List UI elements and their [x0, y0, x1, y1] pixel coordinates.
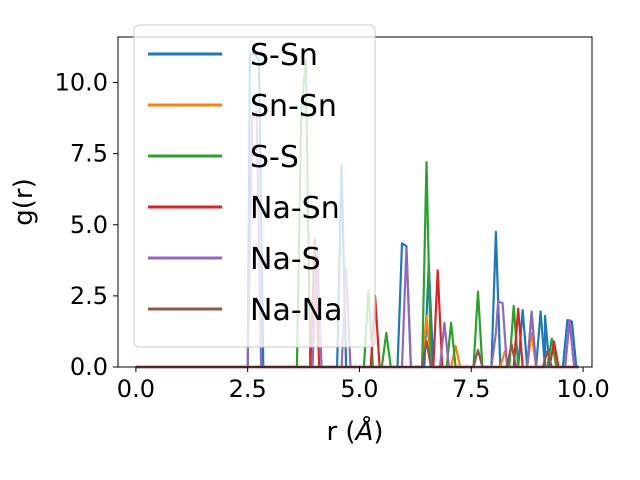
y-tick-label: 2.5 [70, 282, 108, 310]
legend-label: S-Sn [250, 38, 318, 73]
x-tick-label: 0.0 [117, 375, 155, 403]
legend-label: Na-Sn [250, 191, 340, 226]
legend-entries: S-Sn Sn-Sn S-S Na-Sn Na-S Na-Na [148, 38, 342, 328]
x-axis-ticks: 0.0 2.5 5.0 7.5 10.0 [117, 367, 610, 403]
y-tick-label: 10.0 [55, 69, 108, 97]
x-tick-label: 5.0 [340, 375, 378, 403]
y-tick-label: 5.0 [70, 211, 108, 239]
legend: S-Sn Sn-Sn S-S Na-Sn Na-S Na-Na [133, 24, 376, 348]
legend-label: Na-Na [250, 293, 342, 328]
y-tick-label: 7.5 [70, 140, 108, 168]
x-tick-label: 2.5 [229, 375, 267, 403]
x-axis-label: r (Å) [326, 415, 383, 447]
legend-label: Sn-Sn [250, 89, 337, 124]
x-tick-label: 10.0 [556, 375, 609, 403]
legend-label: Na-S [250, 242, 321, 277]
y-axis-ticks: 0.0 2.5 5.0 7.5 10.0 [55, 69, 118, 381]
y-axis-label: g(r) [9, 178, 39, 225]
y-tick-label: 0.0 [70, 353, 108, 381]
legend-label: S-S [250, 140, 299, 175]
x-tick-label: 7.5 [452, 375, 490, 403]
